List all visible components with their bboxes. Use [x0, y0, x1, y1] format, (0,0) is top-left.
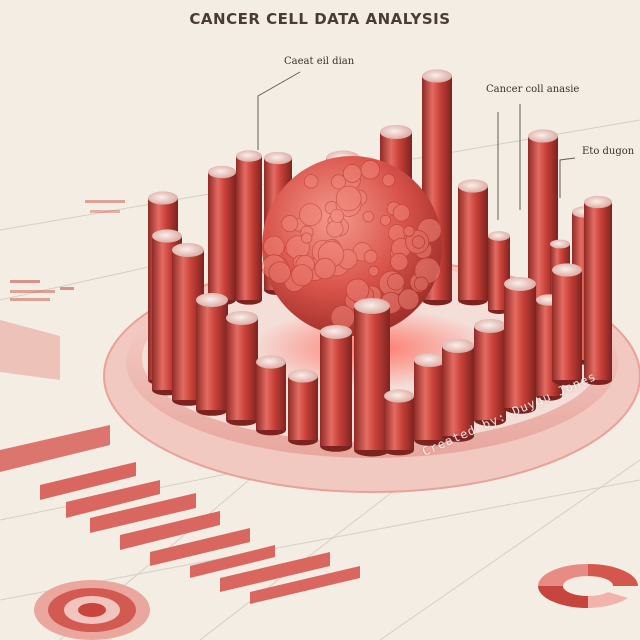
cylinder-bar-front	[226, 310, 258, 426]
donut-chart	[538, 564, 638, 608]
cell-bump	[335, 185, 362, 212]
cylinder-bar-front	[474, 318, 506, 426]
cell-bump	[291, 264, 314, 287]
callout-label-far-right: Eto dugon	[582, 146, 635, 157]
cell-bump	[379, 214, 392, 227]
bottom-bar-chart	[0, 425, 360, 604]
cylinder-bar-front	[384, 389, 414, 456]
cell-bump	[299, 203, 323, 227]
cylinder-bar-front	[552, 263, 582, 386]
cell-bump	[281, 215, 299, 233]
cell-bump	[382, 173, 396, 187]
cell-bump	[368, 265, 380, 277]
callout-lines	[257, 71, 576, 220]
gauge-dial	[34, 580, 150, 640]
page-title: CANCER CELL DATA ANALYSIS	[189, 10, 451, 28]
cell-bump	[363, 249, 378, 264]
cylinder-bar-front	[288, 369, 318, 446]
cell-bump	[303, 174, 319, 189]
cylinder-bar-front	[320, 324, 352, 452]
callout-label-top-center: Caeat eil dian	[284, 56, 355, 67]
cell-bump	[390, 252, 409, 272]
cylinder-bar-front	[196, 292, 228, 416]
cancer-cell	[261, 156, 442, 336]
cell-bump	[362, 210, 375, 223]
cell-bump	[342, 164, 362, 183]
cylinder-bar-front	[442, 338, 474, 442]
cylinder-bar-back	[584, 195, 612, 386]
cylinder-bars-front	[152, 229, 582, 457]
cylinder-bar-back	[236, 150, 262, 305]
cell-bump	[387, 273, 405, 291]
cell-bump	[403, 225, 415, 237]
cell-bump	[413, 276, 429, 292]
cylinder-bar-front	[414, 352, 446, 446]
cylinder-bar-front	[256, 355, 286, 436]
cell-bump	[392, 204, 411, 222]
cell-bump	[326, 220, 344, 238]
cell-bump	[411, 235, 426, 249]
cylinder-bar-front	[504, 276, 536, 414]
cell-bump	[314, 257, 336, 280]
cylinder-bar-back	[458, 179, 488, 306]
cell-bump	[263, 235, 285, 258]
cell-bump	[330, 174, 347, 190]
callout-label-top-right: Cancer coll anasie	[486, 84, 580, 95]
cell-bump	[268, 261, 291, 284]
cell-bump	[345, 278, 370, 303]
left-panel	[0, 320, 60, 380]
cell-bump	[301, 232, 313, 244]
left-legend-decor	[10, 200, 125, 301]
cylinder-bar-back	[208, 165, 236, 306]
cell-bump	[330, 208, 345, 223]
cell-bump	[360, 159, 380, 180]
cell-bump	[397, 288, 420, 311]
